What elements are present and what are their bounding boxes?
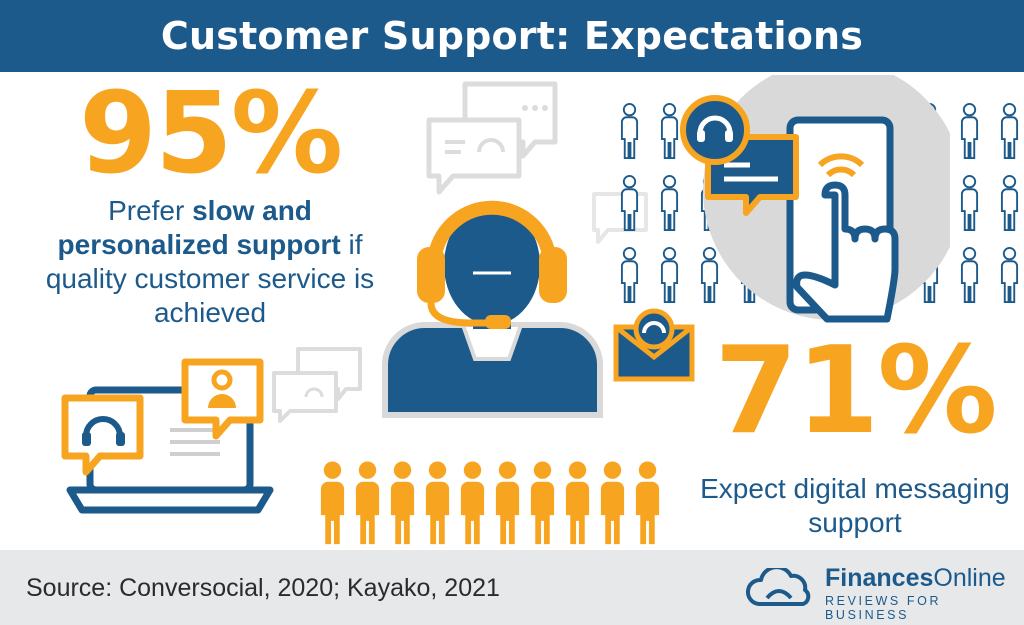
chat-bubbles-faint-icon — [426, 81, 558, 195]
people-row-icon — [320, 461, 660, 545]
stat-right-description: Expect digital messaging support — [700, 473, 1010, 538]
stat-right-value: 71% — [714, 322, 997, 461]
brand-tagline: REVIEWS FOR BUSINESS — [825, 594, 942, 622]
stat-right: 71% Expect digital messaging support — [700, 332, 1010, 540]
person-outline-icon — [660, 175, 679, 232]
stat-left-description: Prefer slow and personalized support if … — [30, 194, 390, 330]
person-icon — [320, 461, 345, 545]
person-outline-icon — [1000, 175, 1019, 232]
stat-left-value: 95% — [78, 69, 343, 199]
person-icon — [355, 461, 380, 545]
support-agent-icon — [382, 200, 603, 418]
person-outline-icon — [960, 175, 979, 232]
person-icon — [460, 461, 485, 545]
person-outline-icon — [960, 247, 979, 304]
person-icon — [600, 461, 625, 545]
laptop-support-icon — [61, 358, 274, 514]
stat-left-desc-bold: slow and personalized support — [57, 195, 341, 260]
stat-left-desc-part2: if quality customer service is achieved — [45, 229, 375, 328]
person-icon — [425, 461, 450, 545]
person-outline-icon — [620, 175, 639, 232]
stat-left-desc-part1: Prefer — [108, 195, 193, 226]
person-outline-icon — [1000, 247, 1019, 304]
person-outline-icon — [620, 247, 639, 304]
brand-logo[interactable]: FinancesOnline REVIEWS FOR BUSINESS — [745, 562, 1015, 622]
person-icon — [635, 461, 660, 545]
person-icon — [530, 461, 555, 545]
cloud-logo-icon — [746, 568, 811, 606]
person-outline-icon — [660, 103, 679, 160]
person-outline-icon — [620, 103, 639, 160]
person-icon — [495, 461, 520, 545]
footer — [0, 550, 1024, 625]
source-text: Source: Conversocial, 2020; Kayako, 2021 — [26, 574, 500, 602]
person-outline-icon — [1000, 103, 1019, 160]
brand-name-bold: Finances — [825, 564, 934, 592]
header-banner: Customer Support: Expectations — [0, 0, 1024, 72]
stat-left: 95% Prefer slow and personalized support… — [30, 78, 390, 330]
person-outline-icon — [700, 247, 719, 304]
envelope-support-icon — [613, 308, 695, 382]
chat-bubbles-faint-small-icon — [272, 347, 362, 423]
brand-name-regular: Online — [933, 564, 1006, 592]
page-title: Customer Support: Expectations — [160, 14, 864, 58]
person-icon — [565, 461, 590, 545]
phone-touch-icon — [680, 75, 950, 323]
person-outline-icon — [660, 247, 679, 304]
person-outline-icon — [960, 103, 979, 160]
brand-name: FinancesOnline — [825, 564, 1006, 593]
person-icon — [390, 461, 415, 545]
